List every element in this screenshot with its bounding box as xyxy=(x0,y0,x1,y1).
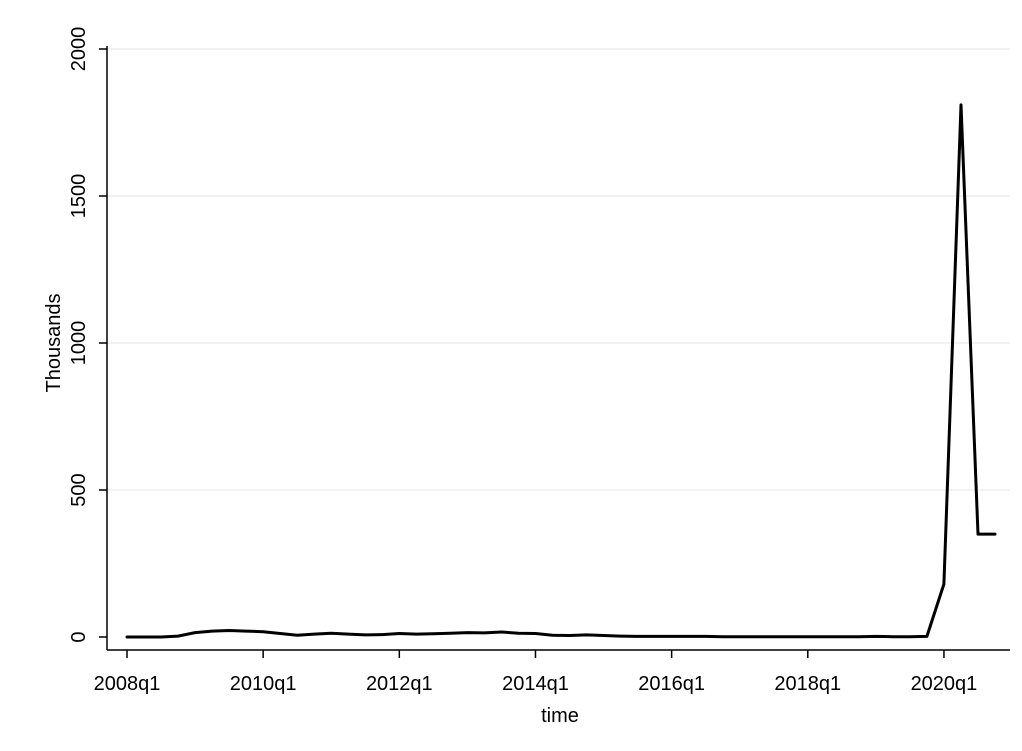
x-tick-label: 2016q1 xyxy=(638,673,705,695)
x-tick-label: 2008q1 xyxy=(94,673,161,695)
x-tick-label: 2010q1 xyxy=(230,673,297,695)
y-axis-title: Thousands xyxy=(43,294,65,393)
x-tick-label: 2012q1 xyxy=(366,673,433,695)
x-tick-label: 2020q1 xyxy=(911,673,978,695)
y-axis: 0 500 1000 1500 2000 xyxy=(68,27,108,650)
gridlines xyxy=(107,48,1010,491)
x-tick-label: 2018q1 xyxy=(774,673,841,695)
y-tick-label: 2000 xyxy=(68,27,90,72)
plot-area xyxy=(125,103,997,639)
x-tick-label: 2014q1 xyxy=(502,673,569,695)
y-tick-label: 1500 xyxy=(68,174,90,219)
y-tick-label: 0 xyxy=(68,631,90,642)
x-axis: 2008q1 2010q1 2012q1 2014q1 2016q1 2018q1 2020… xyxy=(94,649,1010,695)
y-tick-label: 1000 xyxy=(68,321,90,366)
series-line xyxy=(125,103,997,639)
x-axis-title: time xyxy=(541,705,579,727)
y-tick-label: 500 xyxy=(68,473,90,506)
